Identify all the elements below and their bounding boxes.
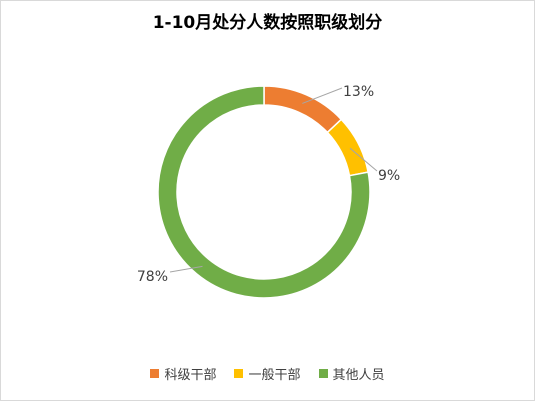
legend-item-2: 其他人员 (318, 364, 385, 383)
leader-line-0 (302, 87, 343, 104)
leader-line-2 (169, 265, 203, 273)
legend-swatch-2 (318, 369, 328, 378)
legend-label-2: 其他人员 (332, 368, 385, 383)
doughnut-slice-1 (326, 118, 369, 177)
legend: 科级干部 一般干部 其他人员 (0, 364, 535, 383)
legend-label-1: 一般干部 (248, 368, 301, 383)
data-label-1: 9% (378, 168, 400, 184)
data-label-2: 78% (137, 269, 168, 285)
data-label-0: 13% (343, 84, 374, 100)
legend-label-0: 科级干部 (164, 368, 217, 383)
legend-item-0: 科级干部 (150, 364, 216, 383)
leader-line-1 (349, 147, 378, 172)
legend-item-1: 一般干部 (234, 364, 301, 383)
chart-title: 1-10月处分人数按照职级划分 (152, 13, 383, 33)
doughnut-slice-2 (157, 85, 371, 299)
legend-swatch-1 (234, 369, 244, 378)
legend-swatch-0 (150, 369, 160, 378)
